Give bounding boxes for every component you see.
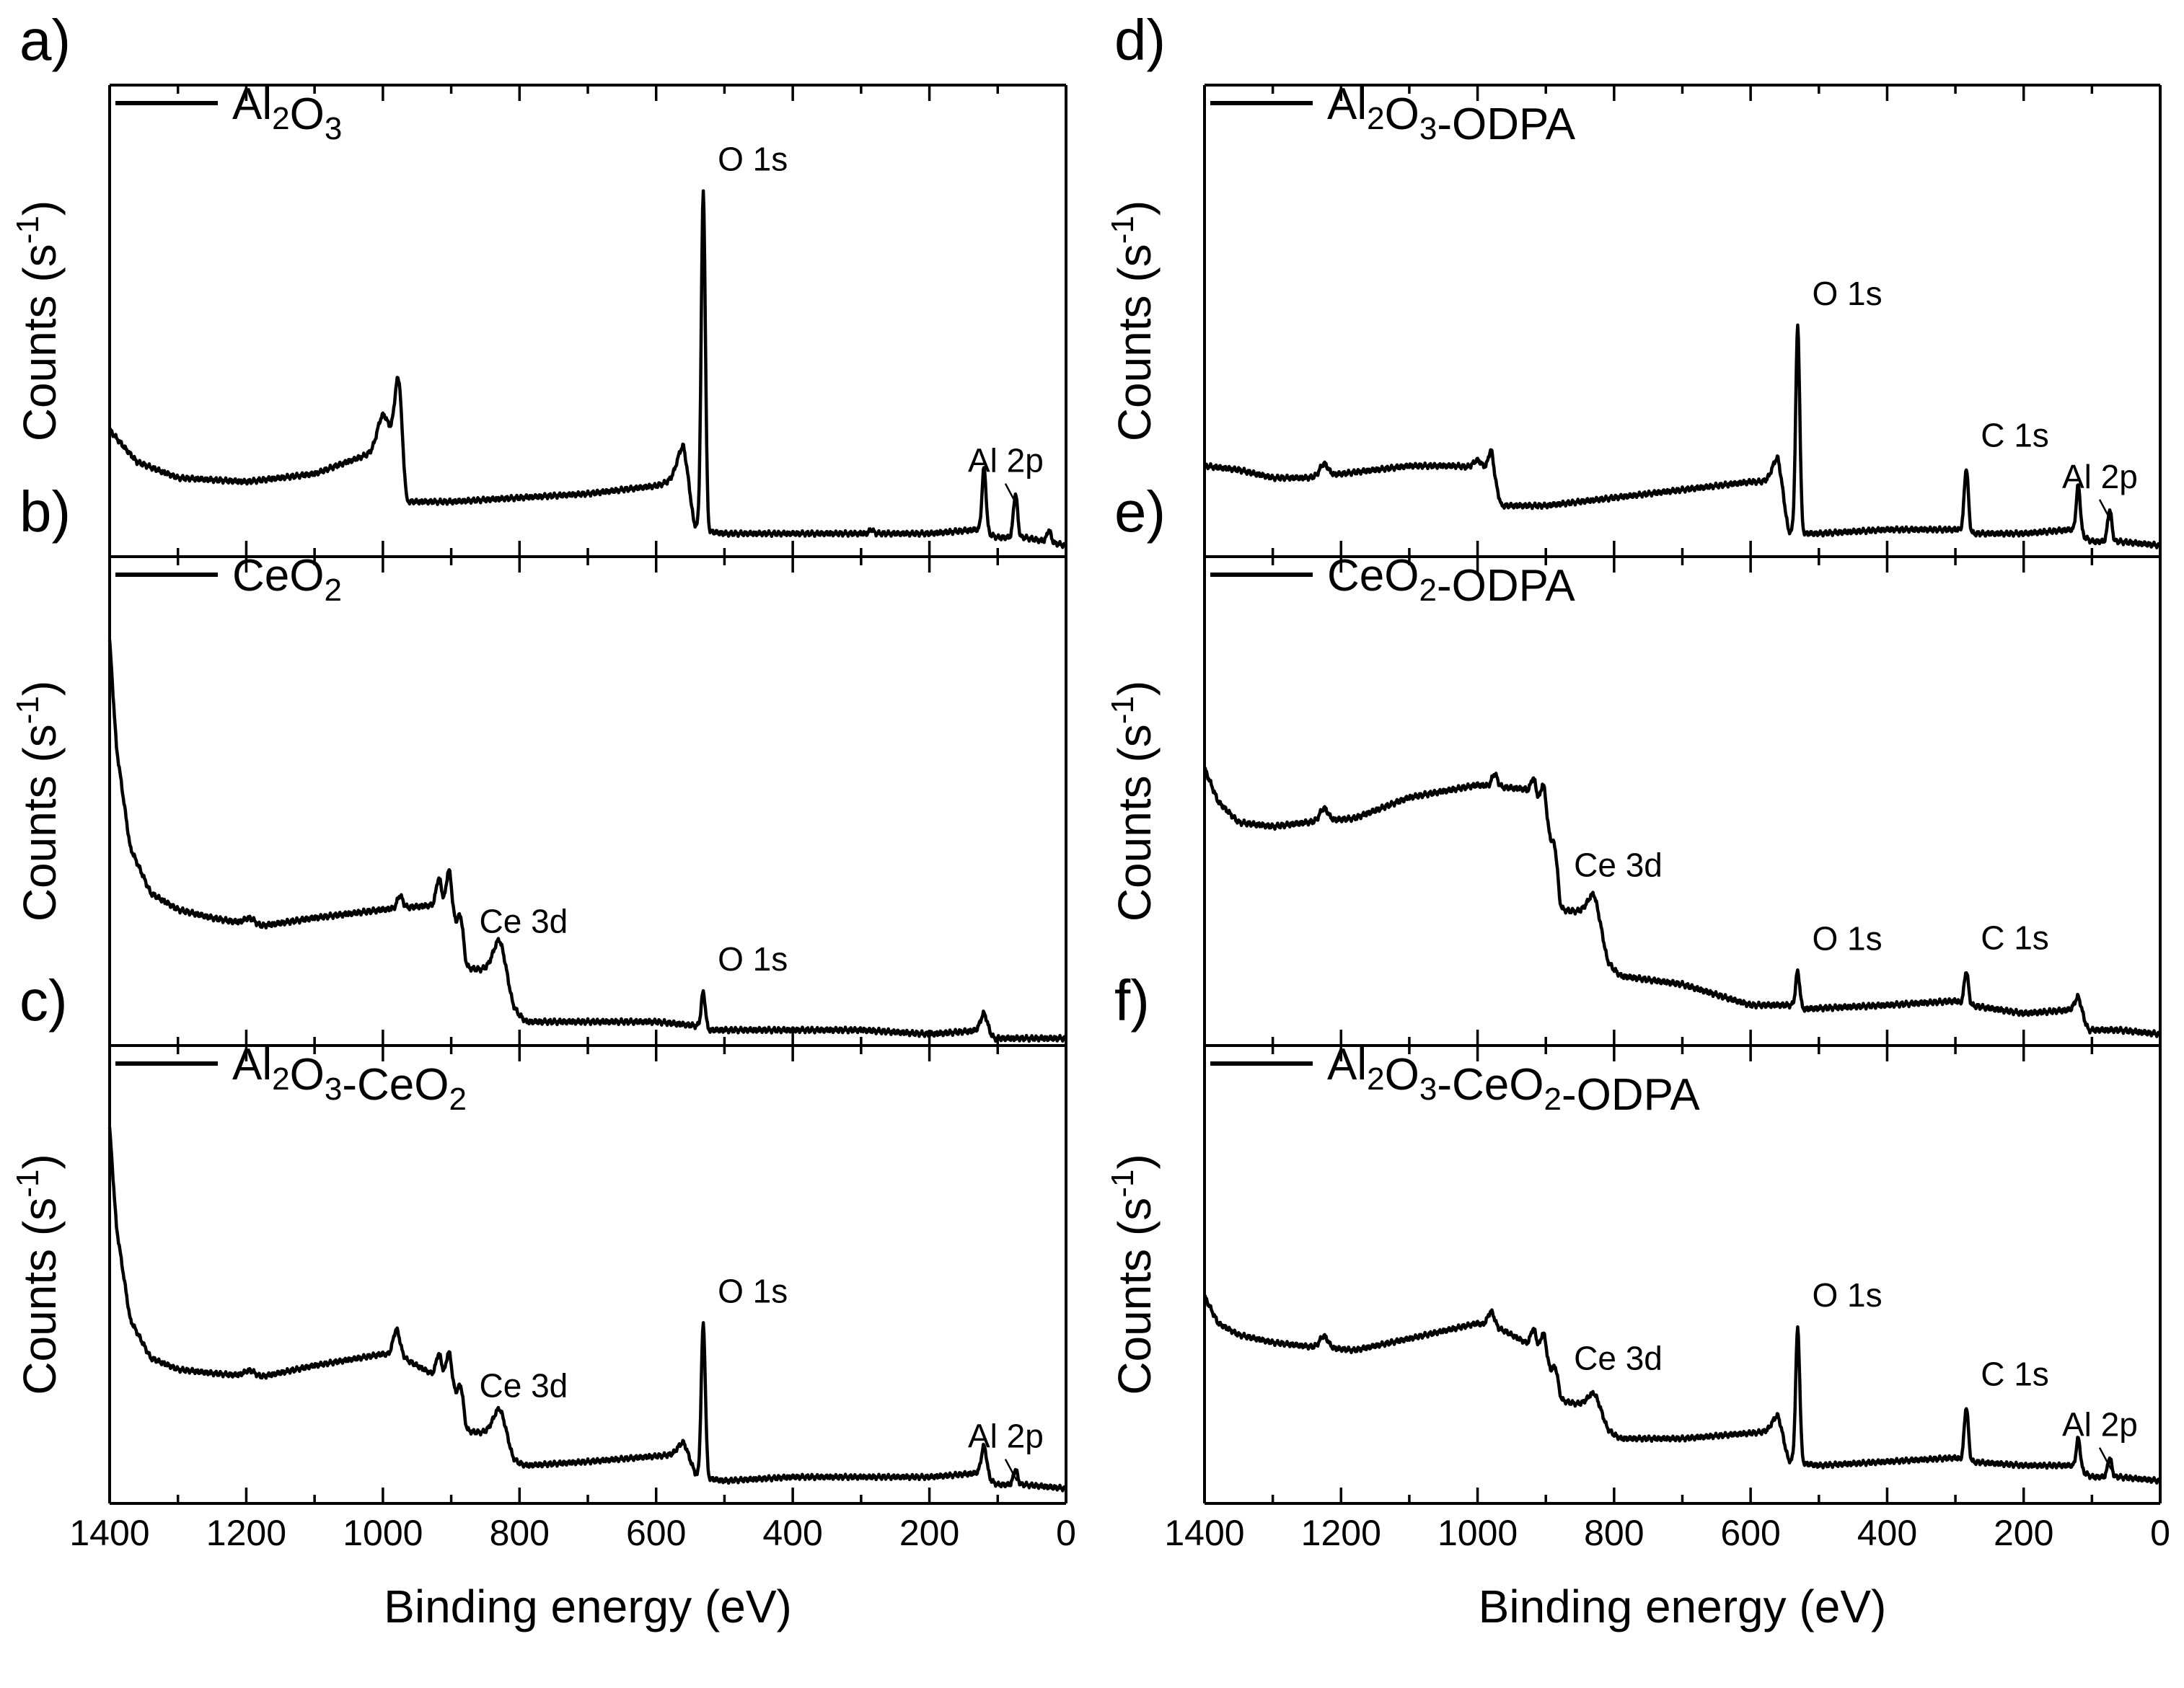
panel-label: b) xyxy=(19,480,71,544)
spectrum-line xyxy=(108,189,1068,549)
legend-label: CeO2-ODPA xyxy=(1327,551,1575,611)
peak-annotation: Al 2p xyxy=(968,1418,1044,1455)
annotation-leader-line xyxy=(1004,483,1018,506)
x-tick-label: 200 xyxy=(1994,1513,2053,1553)
spectrum-line xyxy=(107,640,1068,1043)
y-axis-label: Counts (s-1) xyxy=(1105,200,1161,441)
panel-label: a) xyxy=(19,8,71,72)
x-tick-label: 1400 xyxy=(69,1513,149,1553)
x-tick-label: 1000 xyxy=(1437,1513,1518,1553)
peak-annotation: Ce 3d xyxy=(1574,1340,1663,1377)
x-tick-label: 1400 xyxy=(1164,1513,1244,1553)
x-tick-label: 0 xyxy=(1056,1513,1076,1553)
y-axis-label: Counts (s-1) xyxy=(10,681,66,922)
y-axis-label: Counts (s-1) xyxy=(10,200,66,441)
annotation-leader-line xyxy=(1004,1459,1018,1482)
legend-label: CeO2 xyxy=(232,551,342,608)
x-axis-label-left: Binding energy (eV) xyxy=(384,1581,792,1632)
x-axis-labels: Binding energy (eV) Binding energy (eV) xyxy=(384,1581,1886,1632)
spectrum-line xyxy=(1203,1294,2162,1485)
x-tick-label: 400 xyxy=(1857,1513,1917,1553)
x-tick-label: 200 xyxy=(899,1513,959,1553)
peak-annotation: C 1s xyxy=(1981,416,2049,454)
x-ticks xyxy=(108,557,1067,1046)
panel-label: c) xyxy=(19,968,68,1033)
x-tick-label: 1200 xyxy=(1301,1513,1381,1553)
panel-label: d) xyxy=(1114,8,1166,72)
annotation-leader-line xyxy=(2098,499,2113,522)
peak-annotation: O 1s xyxy=(718,1272,788,1309)
panel-label: e) xyxy=(1114,480,1166,544)
x-axis-label-right: Binding energy (eV) xyxy=(1479,1581,1887,1632)
x-ticks xyxy=(108,85,1067,557)
x-tick-label: 400 xyxy=(762,1513,822,1553)
peak-annotation: C 1s xyxy=(1981,1355,2049,1392)
spectrum-line xyxy=(1202,323,2162,549)
x-tick-label: 1200 xyxy=(206,1513,286,1553)
x-ticks xyxy=(1203,557,2162,1046)
peak-annotation: Ce 3d xyxy=(480,1366,568,1404)
x-tick-label: 800 xyxy=(490,1513,550,1553)
x-tick-label: 800 xyxy=(1584,1513,1644,1553)
x-tick-label: 1000 xyxy=(343,1513,423,1553)
peak-annotation: C 1s xyxy=(1981,919,2049,957)
x-tick-label: 0 xyxy=(2150,1513,2170,1553)
panel-label: f) xyxy=(1114,968,1150,1033)
chart-panel-a: a) Al2O3 Counts (s-1) O 1s Al 2p xyxy=(10,8,1068,557)
chart-panel-f: 1400 1200 1000 800 600 400 200 0 f) Al2O3-CeO2-OD… xyxy=(1105,968,2170,1553)
peak-annotation: Ce 3d xyxy=(480,903,568,940)
legend-label: Al2O3-CeO2-ODPA xyxy=(1327,1040,1700,1120)
y-axis-label: Counts (s-1) xyxy=(1105,1154,1161,1395)
y-axis-label: Counts (s-1) xyxy=(10,1154,66,1395)
peak-annotation: O 1s xyxy=(718,141,788,178)
x-ticks xyxy=(1203,1046,2162,1503)
legend-label: Al2O3-CeO2 xyxy=(232,1040,467,1117)
y-axis-label: Counts (s-1) xyxy=(1105,681,1161,922)
peak-annotation: O 1s xyxy=(1812,275,1882,312)
peak-annotation: Al 2p xyxy=(968,442,1044,480)
chart-panel-c: 1400 1200 1000 800 600 400 200 0 c) Al2O3-CeO2 Cou… xyxy=(10,968,1076,1553)
annotation-leader-line xyxy=(2098,1447,2113,1470)
peak-annotation: O 1s xyxy=(1812,1276,1882,1314)
peak-annotation: Al 2p xyxy=(2062,458,2138,495)
spectrum-line xyxy=(1203,766,2162,1038)
legend-label: Al2O3 xyxy=(232,79,342,146)
x-ticks xyxy=(108,1046,1067,1503)
chart-panel-e: e) CeO2-ODPA Counts (s-1) Ce 3d O 1s C 1s xyxy=(1105,480,2162,1046)
peak-annotation: O 1s xyxy=(718,940,788,978)
x-tick-label: 600 xyxy=(626,1513,686,1553)
x-tick-label: 600 xyxy=(1720,1513,1780,1553)
chart-panel-b: b) CeO2 Counts (s-1) Ce 3d O 1s xyxy=(10,480,1068,1046)
peak-annotation: O 1s xyxy=(1812,919,1882,957)
peak-annotation: Al 2p xyxy=(2062,1406,2138,1444)
legend-label: Al2O3-ODPA xyxy=(1327,79,1576,149)
spectrum-line xyxy=(107,1127,1068,1493)
panels-group: a) Al2O3 Counts (s-1) O 1s Al 2p b) CeO2 Counts… xyxy=(10,8,2170,1553)
chart-panel-d: d) Al2O3-ODPA Counts (s-1) O 1s C 1s Al 2p xyxy=(1105,8,2162,557)
peak-annotation: Ce 3d xyxy=(1574,847,1663,884)
